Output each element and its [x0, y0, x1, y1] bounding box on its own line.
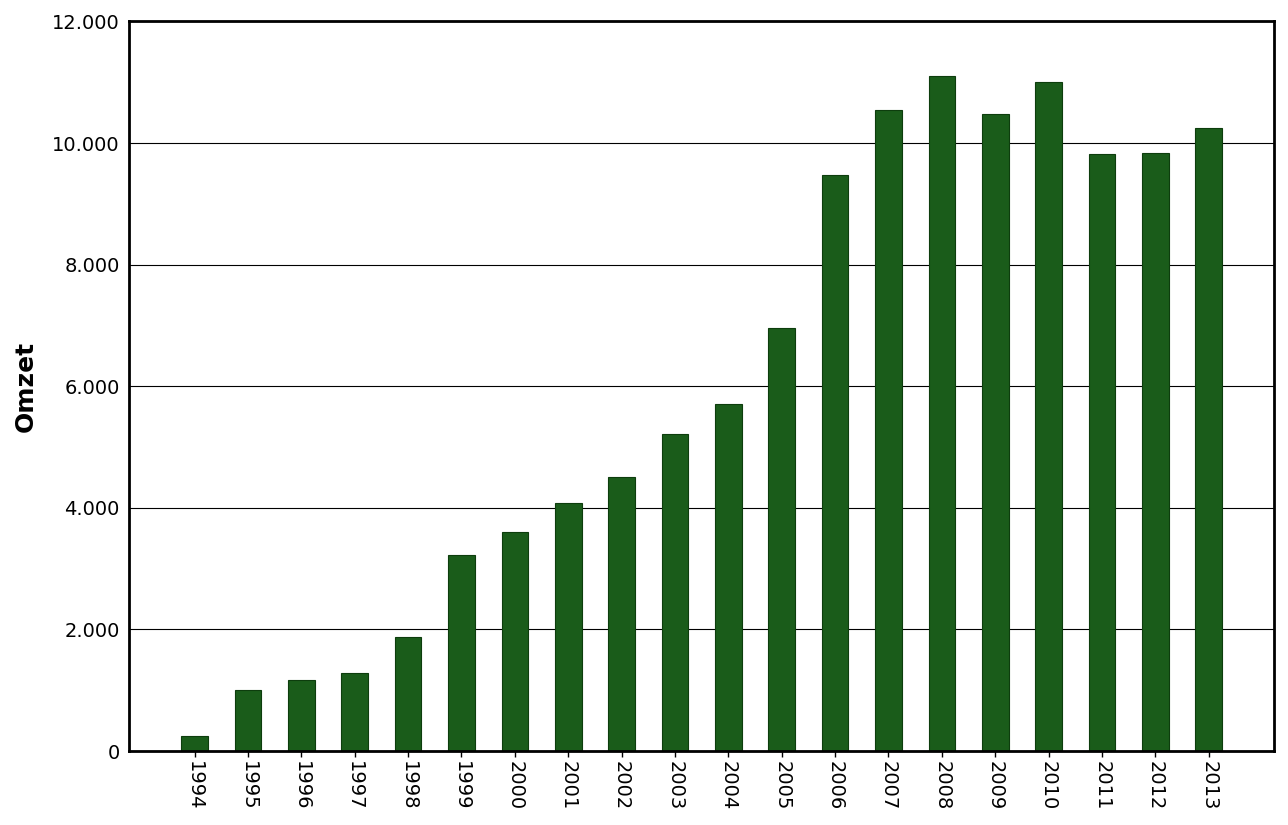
Bar — [1088, 154, 1115, 751]
Bar — [501, 532, 528, 751]
Bar — [875, 110, 902, 751]
Bar — [1195, 128, 1222, 751]
Bar — [289, 680, 314, 751]
Bar — [448, 555, 475, 751]
Bar — [1142, 153, 1168, 751]
Bar — [555, 503, 582, 751]
Bar — [234, 691, 261, 751]
Bar — [822, 175, 849, 751]
Bar — [608, 478, 635, 751]
Bar — [662, 434, 688, 751]
Bar — [769, 328, 795, 751]
Y-axis label: Omzet: Omzet — [14, 341, 37, 431]
Bar — [1036, 82, 1061, 751]
Bar — [929, 76, 956, 751]
Bar — [395, 637, 421, 751]
Bar — [341, 673, 368, 751]
Bar — [715, 404, 742, 751]
Bar — [981, 114, 1009, 751]
Bar — [182, 736, 207, 751]
